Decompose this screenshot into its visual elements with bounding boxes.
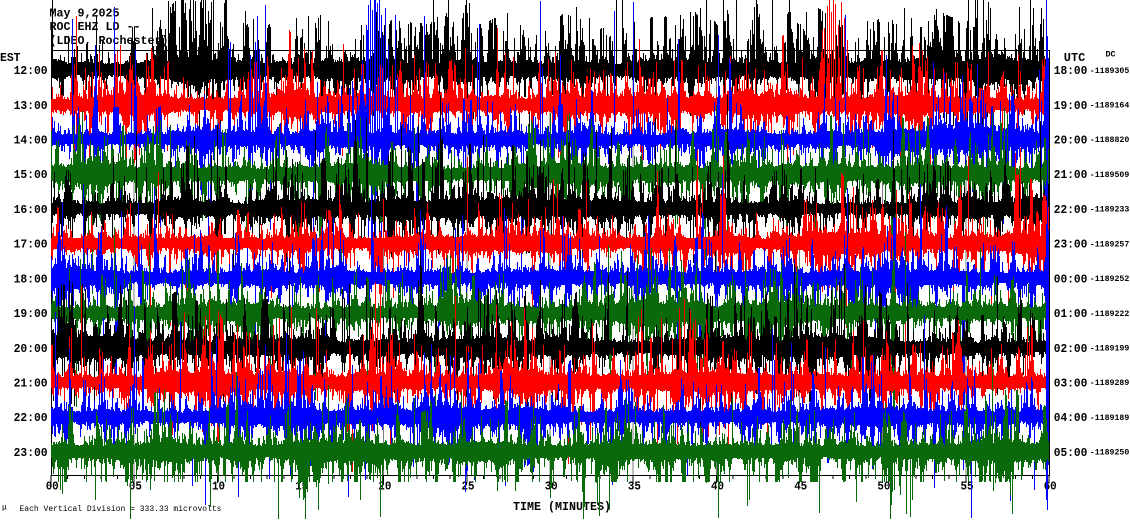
svg-text:-1189164: -1189164	[1090, 101, 1130, 111]
svg-text:19:00: 19:00	[14, 307, 48, 321]
svg-text:60: 60	[1044, 480, 1057, 494]
svg-text:-1189252: -1189252	[1090, 274, 1130, 284]
svg-text:25: 25	[462, 480, 475, 494]
svg-text:22:00: 22:00	[14, 411, 48, 425]
svg-text:19:00: 19:00	[1054, 99, 1088, 113]
svg-text:00:00: 00:00	[1054, 272, 1088, 286]
svg-text:18:00: 18:00	[1054, 64, 1088, 78]
svg-text:20:00: 20:00	[1054, 134, 1088, 148]
svg-text:03:00: 03:00	[1054, 376, 1088, 390]
svg-text:35: 35	[628, 480, 641, 494]
svg-text:18:00: 18:00	[14, 272, 48, 286]
svg-text:50: 50	[877, 480, 890, 494]
svg-text:04:00: 04:00	[1054, 411, 1088, 425]
svg-text:-1189509: -1189509	[1090, 170, 1130, 180]
svg-text:17:00: 17:00	[14, 238, 48, 252]
svg-text:05: 05	[129, 480, 142, 494]
svg-text:-1189250: -1189250	[1090, 448, 1130, 458]
svg-text:UTC: UTC	[1064, 51, 1086, 65]
svg-text:(LDEO, Rochester): (LDEO, Rochester)	[50, 34, 169, 48]
svg-text:20:00: 20:00	[14, 342, 48, 356]
svg-text:45: 45	[794, 480, 807, 494]
svg-text:40: 40	[711, 480, 724, 494]
svg-text:15:00: 15:00	[14, 168, 48, 182]
svg-text:EST: EST	[0, 51, 21, 65]
svg-text:TIME (MINUTES): TIME (MINUTES)	[513, 500, 611, 514]
svg-text:12:00: 12:00	[14, 64, 48, 78]
svg-text:10: 10	[212, 480, 225, 494]
svg-text:May 9,2025: May 9,2025	[50, 6, 120, 20]
svg-text:-1189233: -1189233	[1090, 205, 1130, 215]
svg-text:ROC EHZ LD --: ROC EHZ LD --	[50, 20, 141, 34]
svg-text:14:00: 14:00	[14, 134, 48, 148]
svg-text:55: 55	[961, 480, 974, 494]
svg-text:μ: μ	[2, 504, 7, 513]
svg-text:23:00: 23:00	[14, 446, 48, 460]
svg-text:01:00: 01:00	[1054, 307, 1088, 321]
svg-text:Each Vertical Division = 333.: Each Vertical Division = 333.33 microvol…	[20, 505, 222, 514]
svg-text:-1188820: -1188820	[1090, 135, 1130, 145]
svg-text:-1189199: -1189199	[1090, 343, 1130, 353]
svg-text:16:00: 16:00	[14, 203, 48, 217]
svg-text:05:00: 05:00	[1054, 446, 1088, 460]
svg-text:22:00: 22:00	[1054, 203, 1088, 217]
svg-text:02:00: 02:00	[1054, 342, 1088, 356]
svg-text:-1189257: -1189257	[1090, 239, 1130, 249]
svg-text:-1189222: -1189222	[1090, 309, 1130, 319]
svg-text:21:00: 21:00	[1054, 168, 1088, 182]
svg-text:21:00: 21:00	[14, 376, 48, 390]
svg-text:20: 20	[378, 480, 391, 494]
svg-text:-1189305: -1189305	[1090, 66, 1130, 76]
svg-text:13:00: 13:00	[14, 99, 48, 113]
svg-text:DC: DC	[1106, 49, 1116, 59]
svg-text:-1189189: -1189189	[1090, 413, 1130, 423]
svg-text:23:00: 23:00	[1054, 238, 1088, 252]
svg-text:-1189289: -1189289	[1090, 378, 1130, 388]
svg-text:00: 00	[46, 480, 59, 494]
